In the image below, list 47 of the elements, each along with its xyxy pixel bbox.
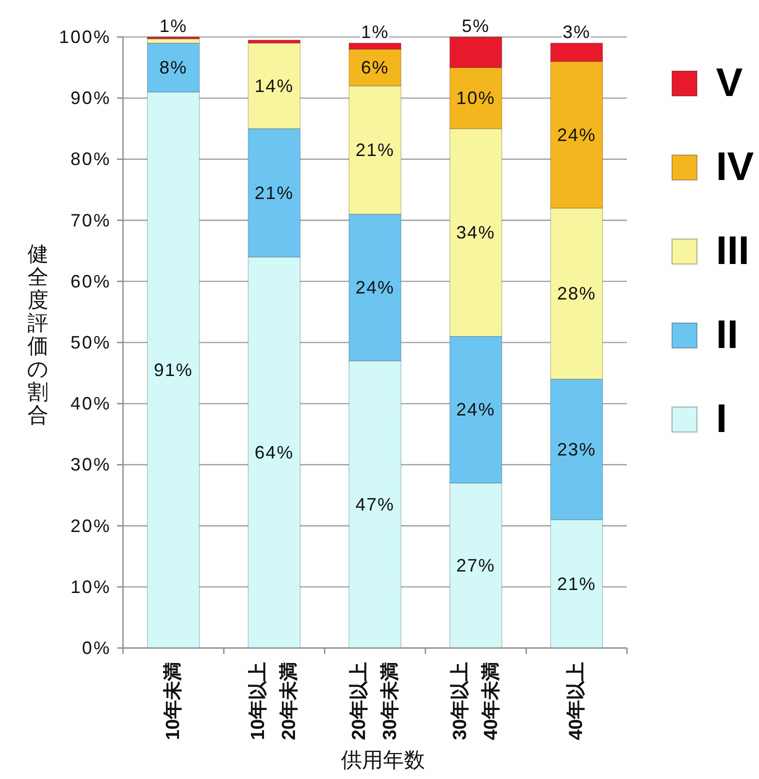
data-label: 24% bbox=[456, 400, 496, 420]
data-label: 14% bbox=[254, 76, 294, 96]
data-label: 10% bbox=[456, 88, 496, 108]
ytick-label: 30% bbox=[70, 454, 111, 475]
legend-label: V bbox=[716, 61, 743, 105]
xtick-label: 30年未満 bbox=[380, 662, 401, 740]
xtick-label: 10年以上 bbox=[248, 662, 270, 740]
xtick-label: 20年以上 bbox=[349, 662, 370, 740]
xtick-label: 40年以上 bbox=[566, 662, 588, 740]
xlabel: 供用年数 bbox=[341, 749, 425, 772]
data-label: 21% bbox=[557, 574, 596, 594]
data-label: 21% bbox=[254, 182, 294, 203]
data-label: 27% bbox=[456, 556, 496, 576]
ytick-label: 50% bbox=[70, 332, 111, 352]
ytick-label: 70% bbox=[70, 210, 111, 230]
ytick-label: 100% bbox=[58, 27, 111, 47]
legend-label: I bbox=[716, 397, 728, 441]
ytick-label: 0% bbox=[82, 638, 111, 658]
data-label: 24% bbox=[557, 124, 596, 145]
data-label: 6% bbox=[361, 58, 389, 78]
legend-label: III bbox=[716, 229, 750, 273]
data-label: 23% bbox=[557, 439, 596, 460]
data-label: 34% bbox=[456, 222, 496, 243]
legend-label: IV bbox=[716, 145, 754, 189]
data-label: 21% bbox=[355, 140, 395, 160]
data-label: 24% bbox=[355, 278, 395, 298]
data-label: 1% bbox=[361, 22, 389, 42]
xtick-label: 30年以上 bbox=[450, 662, 471, 740]
data-label: 8% bbox=[159, 58, 188, 78]
data-label: 91% bbox=[154, 360, 193, 380]
ytick-label: 60% bbox=[70, 271, 111, 292]
data-label: 1% bbox=[159, 16, 188, 36]
ytick-label: 20% bbox=[70, 516, 111, 536]
data-label: 5% bbox=[462, 16, 490, 36]
data-label: 3% bbox=[562, 22, 591, 42]
ytick-label: 40% bbox=[70, 394, 111, 414]
data-label: 47% bbox=[355, 494, 395, 514]
legend-label: II bbox=[716, 313, 738, 357]
ylabel: 健全度評価の割合 bbox=[27, 242, 49, 426]
ytick-label: 90% bbox=[70, 88, 111, 108]
ytick-label: 80% bbox=[70, 149, 111, 170]
data-label: 64% bbox=[254, 442, 294, 462]
xtick-label: 20年未満 bbox=[279, 662, 300, 740]
ytick-label: 10% bbox=[70, 576, 111, 597]
xtick-label: 40年未満 bbox=[480, 662, 502, 740]
xtick-label: 10年未満 bbox=[162, 662, 184, 740]
data-label: 28% bbox=[557, 284, 596, 304]
